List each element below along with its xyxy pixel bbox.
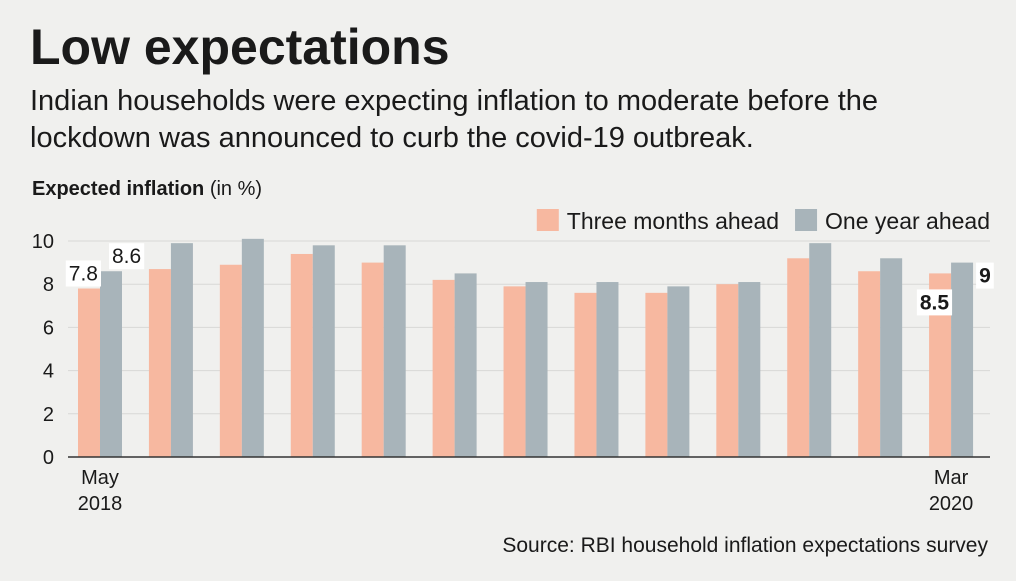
x-tick-label-line: 2020 [929, 493, 974, 515]
bar [951, 262, 974, 457]
y-tick-label: 10 [32, 231, 54, 253]
subtitle: Indian households were expecting inflati… [30, 85, 878, 117]
y-axis-label: Expected inflation (in %) [32, 178, 262, 200]
bar [596, 282, 619, 457]
bar [432, 279, 455, 457]
data-label-box [65, 260, 101, 287]
x-tick-label: Mar 2020 [929, 467, 974, 515]
data-label-box [976, 262, 994, 289]
bar [383, 245, 406, 457]
bar [738, 282, 761, 457]
data-label: 9 [979, 265, 991, 288]
bar [809, 243, 832, 457]
bar [454, 273, 477, 457]
bar [858, 271, 881, 457]
y-axis-label-unit: (in %) [210, 178, 262, 200]
subtitle: lockdown was announced to curb the covid… [30, 122, 754, 154]
bar [170, 243, 193, 457]
y-tick-label: 2 [43, 404, 54, 426]
y-tick-label: 4 [43, 361, 54, 383]
bar [667, 286, 690, 457]
legend-label: One year ahead [825, 208, 990, 234]
bar [148, 269, 171, 457]
data-label: 8.5 [920, 291, 950, 314]
bar [716, 284, 739, 457]
data-label: 7.8 [69, 263, 98, 286]
bar [503, 286, 526, 457]
bar [525, 282, 548, 457]
bar [880, 258, 903, 457]
bar [574, 292, 597, 457]
source: Source: RBI household inflation expectat… [502, 534, 988, 557]
bar [78, 288, 100, 457]
bar [929, 273, 952, 457]
bar [290, 253, 313, 457]
bar [241, 238, 264, 457]
x-tick-label-line: May [81, 467, 119, 489]
data-label: 8.6 [112, 245, 141, 268]
bar [645, 292, 668, 457]
bar [361, 262, 384, 457]
y-tick-label: 8 [43, 274, 54, 296]
bar [219, 264, 242, 457]
chart-title: Low expectations [30, 19, 450, 75]
y-tick-label: 6 [43, 317, 54, 339]
bar [100, 271, 122, 457]
data-label-box [916, 289, 953, 316]
bar [312, 245, 335, 457]
data-label-box [109, 243, 145, 270]
legend-swatch [795, 209, 818, 231]
y-tick-label: 0 [43, 447, 54, 469]
legend-label: Three months ahead [567, 208, 779, 234]
bar [787, 258, 810, 457]
legend-swatch [536, 209, 559, 231]
y-axis-label-main: Expected inflation [32, 178, 204, 200]
x-tick-label: May 2018 [78, 467, 123, 515]
x-tick-label-line: 2018 [78, 493, 123, 515]
x-tick-label-line: Mar [934, 467, 969, 489]
